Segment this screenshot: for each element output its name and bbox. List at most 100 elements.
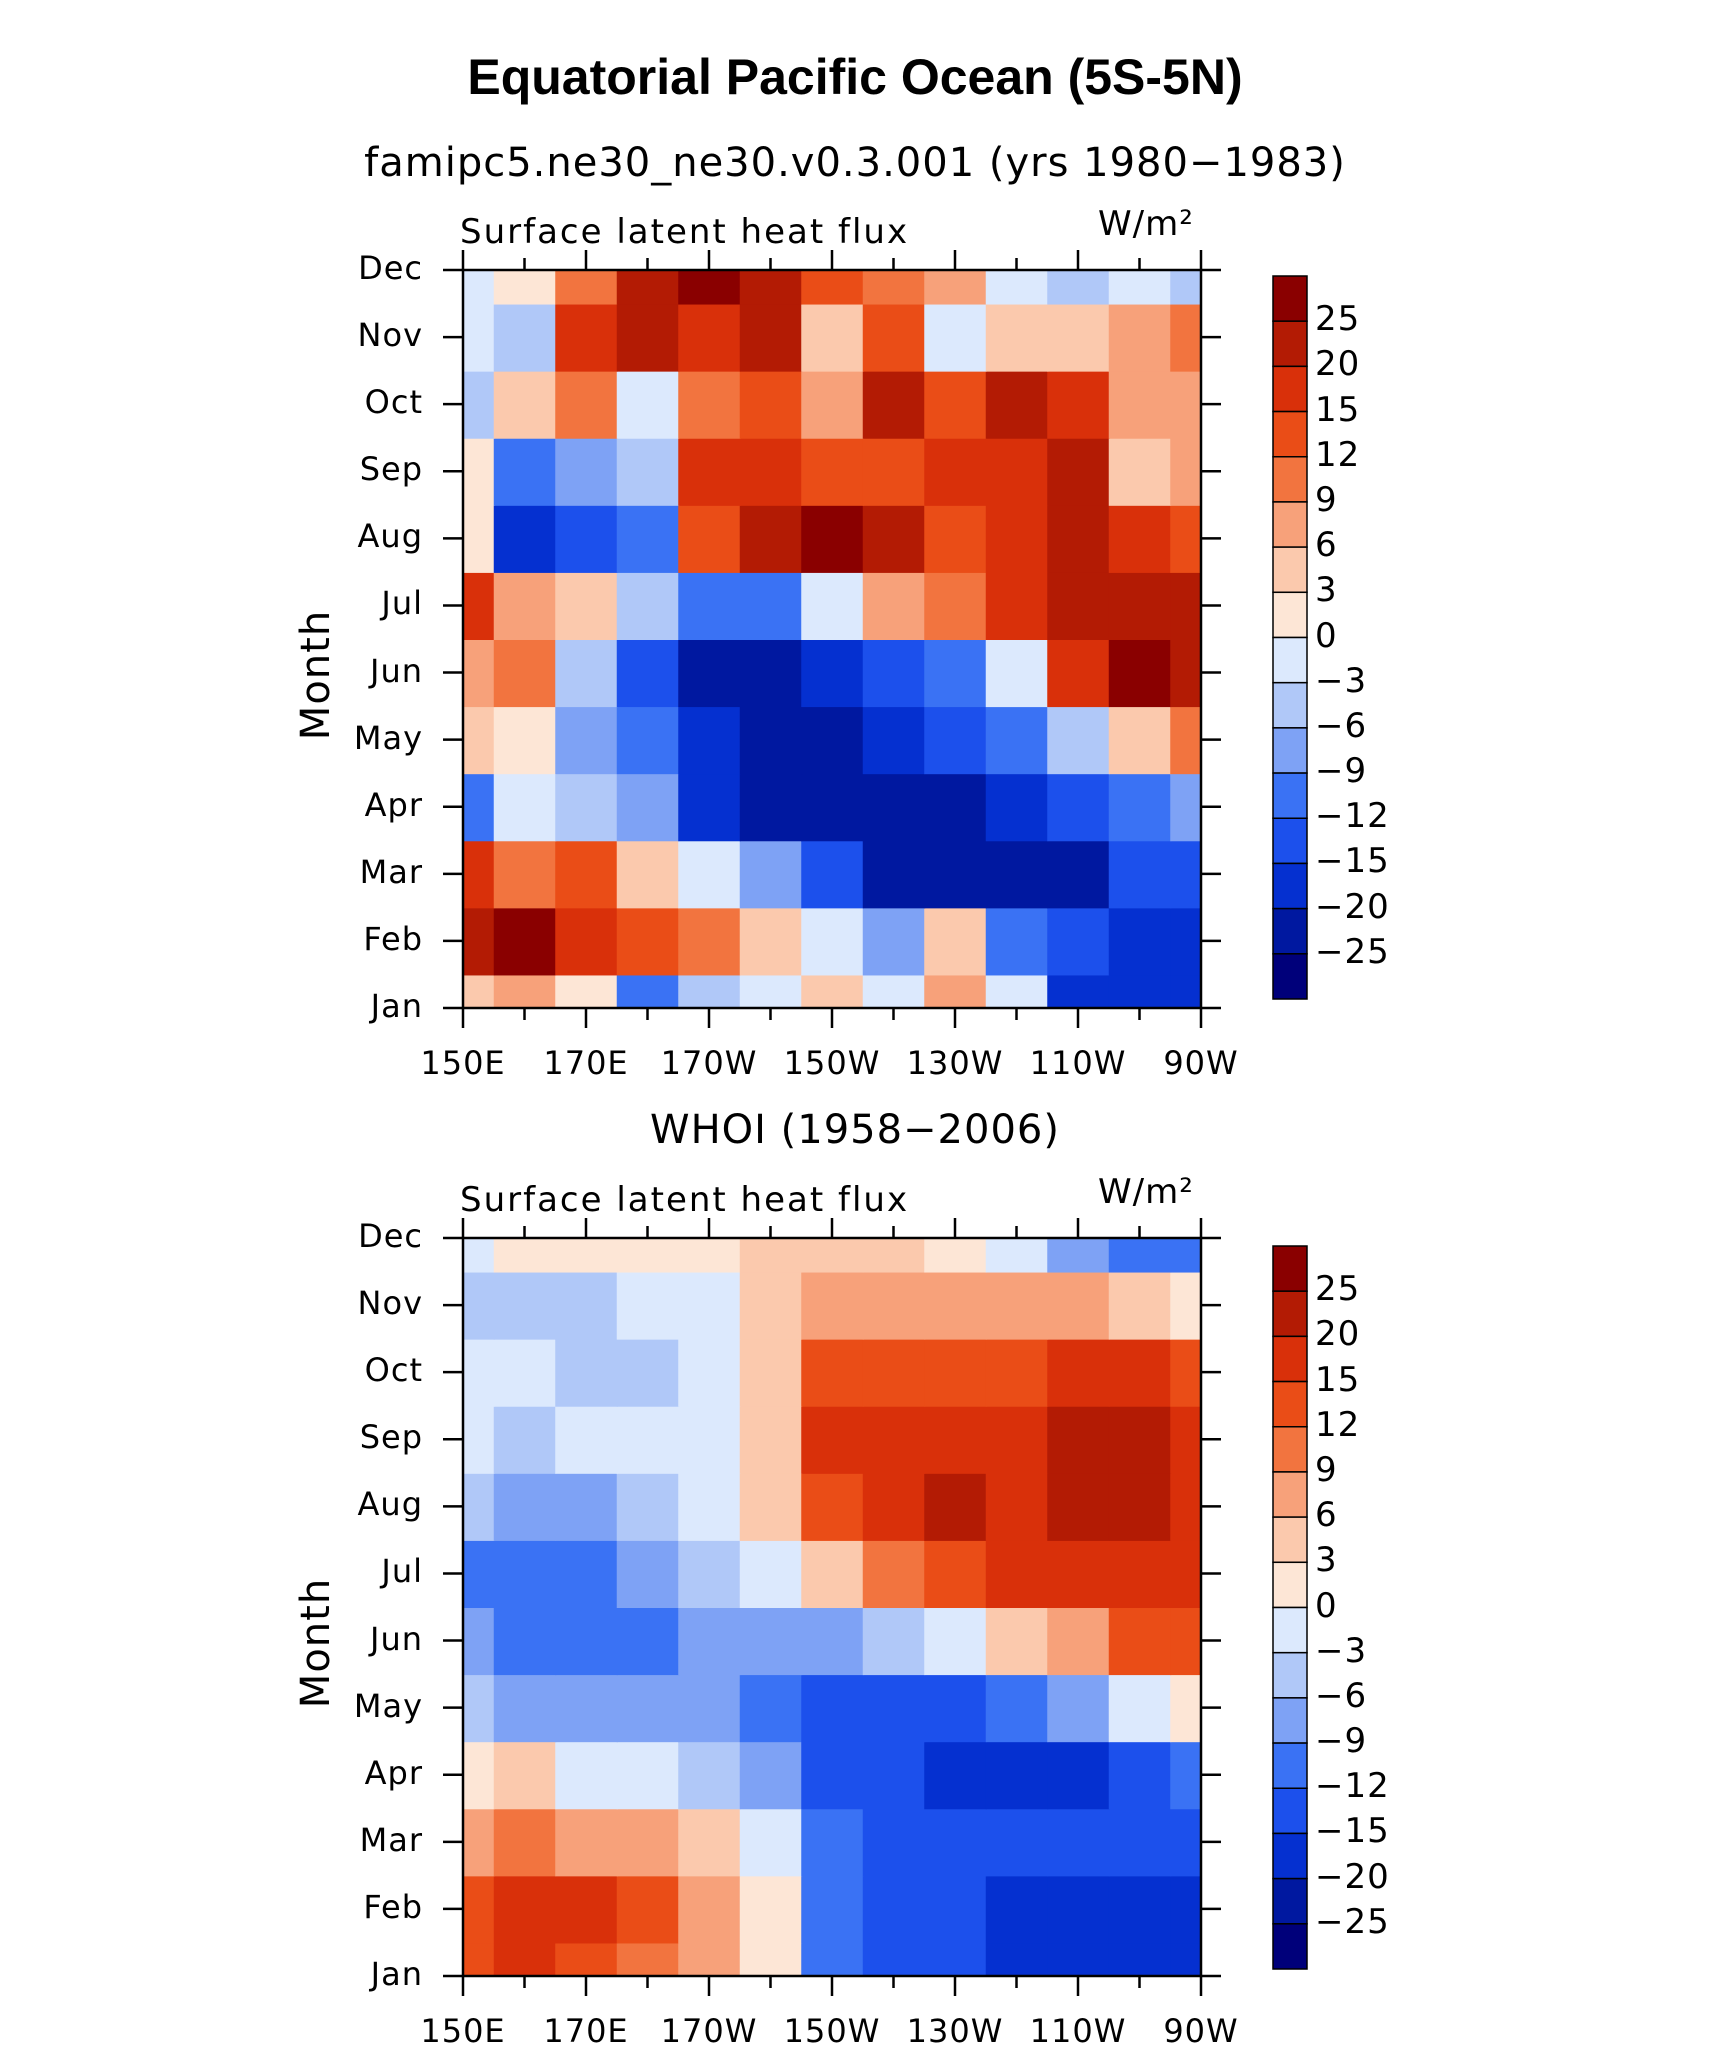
colorbar-label: 20 [1315,1314,1361,1355]
heatmap-cell [616,773,680,842]
heatmap-cell [493,974,557,1008]
heatmap-cell [862,571,926,640]
heatmap-cell [678,437,741,506]
heatmap-cell [862,1808,926,1877]
heatmap-cell [801,1338,864,1407]
heatmap-cell [862,1539,926,1608]
heatmap-cell [801,370,864,439]
colorbar-box [1272,1651,1308,1699]
heatmap-cell [924,1238,987,1273]
heatmap-cell [493,1405,557,1474]
heatmap-cell [801,1271,864,1340]
heatmap-cell [1108,974,1172,1008]
colorbar-label: 0 [1315,1585,1338,1626]
colorbar-label: 25 [1315,1269,1361,1310]
heatmap-cell [1047,773,1110,842]
heatmap-cell [555,1271,618,1340]
heatmap-cell [862,1472,926,1541]
heatmap-cell [801,1607,864,1676]
heatmap-cell [739,1674,803,1743]
colorbar-box [1272,1606,1308,1654]
heatmap-cell [493,1674,557,1743]
heatmap-cell [1047,1539,1110,1608]
heatmap-cell [1170,1741,1201,1810]
heatmap-cell [493,437,557,506]
heatmap-cell [1108,706,1172,775]
heatmap-cell [862,1875,926,1944]
colorbar-box [1272,1561,1308,1609]
heatmap-cell [555,706,618,775]
heatmap-cell [493,1607,557,1676]
heatmap-cell [678,974,741,1008]
heatmap-cell [493,639,557,708]
heatmap-cell [985,1607,1049,1676]
heatmap-cell [862,1674,926,1743]
heatmap-cell [985,1875,1049,1944]
colorbar-box [1272,591,1308,639]
heatmap-cell [555,1539,618,1608]
heatmap-cell [1170,270,1201,305]
heatmap-cell [616,1539,680,1608]
heatmap-cell [862,1238,926,1273]
heatmap-cell [1047,1741,1110,1810]
heatmap-cell [616,571,680,640]
heatmap-cell [555,1405,618,1474]
y-tick-label: Aug [357,517,423,556]
heatmap-cell [616,1472,680,1541]
heatmap-cell [493,370,557,439]
heatmap-cell [1047,504,1110,573]
x-tick-label: 110W [1029,1044,1127,1082]
heatmap-cell [739,639,803,708]
heatmap-cell [924,974,987,1008]
heatmap-cell [739,1472,803,1541]
heatmap-cell [1047,303,1110,372]
heatmap-cell [1047,1607,1110,1676]
heatmap-cell [555,1875,618,1944]
heatmap-cell [801,303,864,372]
heatmap-cell [862,840,926,909]
heatmap-cell [1108,571,1172,640]
heatmap-cell [1047,1271,1110,1340]
heatmap-cell [493,571,557,640]
heatmap-cell [678,639,741,708]
x-tick-label: 170E [543,2012,629,2050]
colorbar-label: 3 [1315,570,1338,611]
heatmap-cell [616,370,680,439]
heatmap-cell [862,1338,926,1407]
heatmap-cell [1108,1875,1172,1944]
heatmap-cell [493,1338,557,1407]
heatmap-cell [555,303,618,372]
colorbar-box [1272,1426,1308,1473]
heatmap-cell [739,1808,803,1877]
x-tick-label: 130W [906,1044,1004,1082]
heatmap-cell [801,1238,864,1273]
heatmap-cell [801,1674,864,1743]
colorbar-box [1272,862,1308,910]
heatmap-cell [555,1238,618,1273]
heatmap-cell [1170,1338,1201,1407]
heatmap-cell [739,504,803,573]
heatmap-cell [801,907,864,976]
colorbar-label: −20 [1315,886,1390,927]
heatmap-cell [985,639,1049,708]
heatmap-cell [678,1472,741,1541]
colorbar-label: 6 [1315,525,1338,566]
heatmap-cell [555,974,618,1008]
heatmap-cells [463,270,1201,1008]
x-tick-label: 170W [660,2012,758,2050]
heatmap-cell [924,437,987,506]
heatmap-cell [1047,639,1110,708]
heatmap-cell [739,1741,803,1810]
heatmap-cell [924,1607,987,1676]
colorbar-box [1272,681,1308,729]
heatmap-cells [463,1238,1201,1976]
heatmap-cell [493,1942,557,1976]
colorbar-box [1272,1335,1308,1383]
heatmap-cell [678,1674,741,1743]
heatmap-cell [924,1405,987,1474]
heatmap-cell [1108,437,1172,506]
x-tick-label: 90W [1163,2012,1239,2050]
heatmap-cell [1108,840,1172,909]
heatmap-cell [555,840,618,909]
heatmap-cell [463,1674,495,1743]
